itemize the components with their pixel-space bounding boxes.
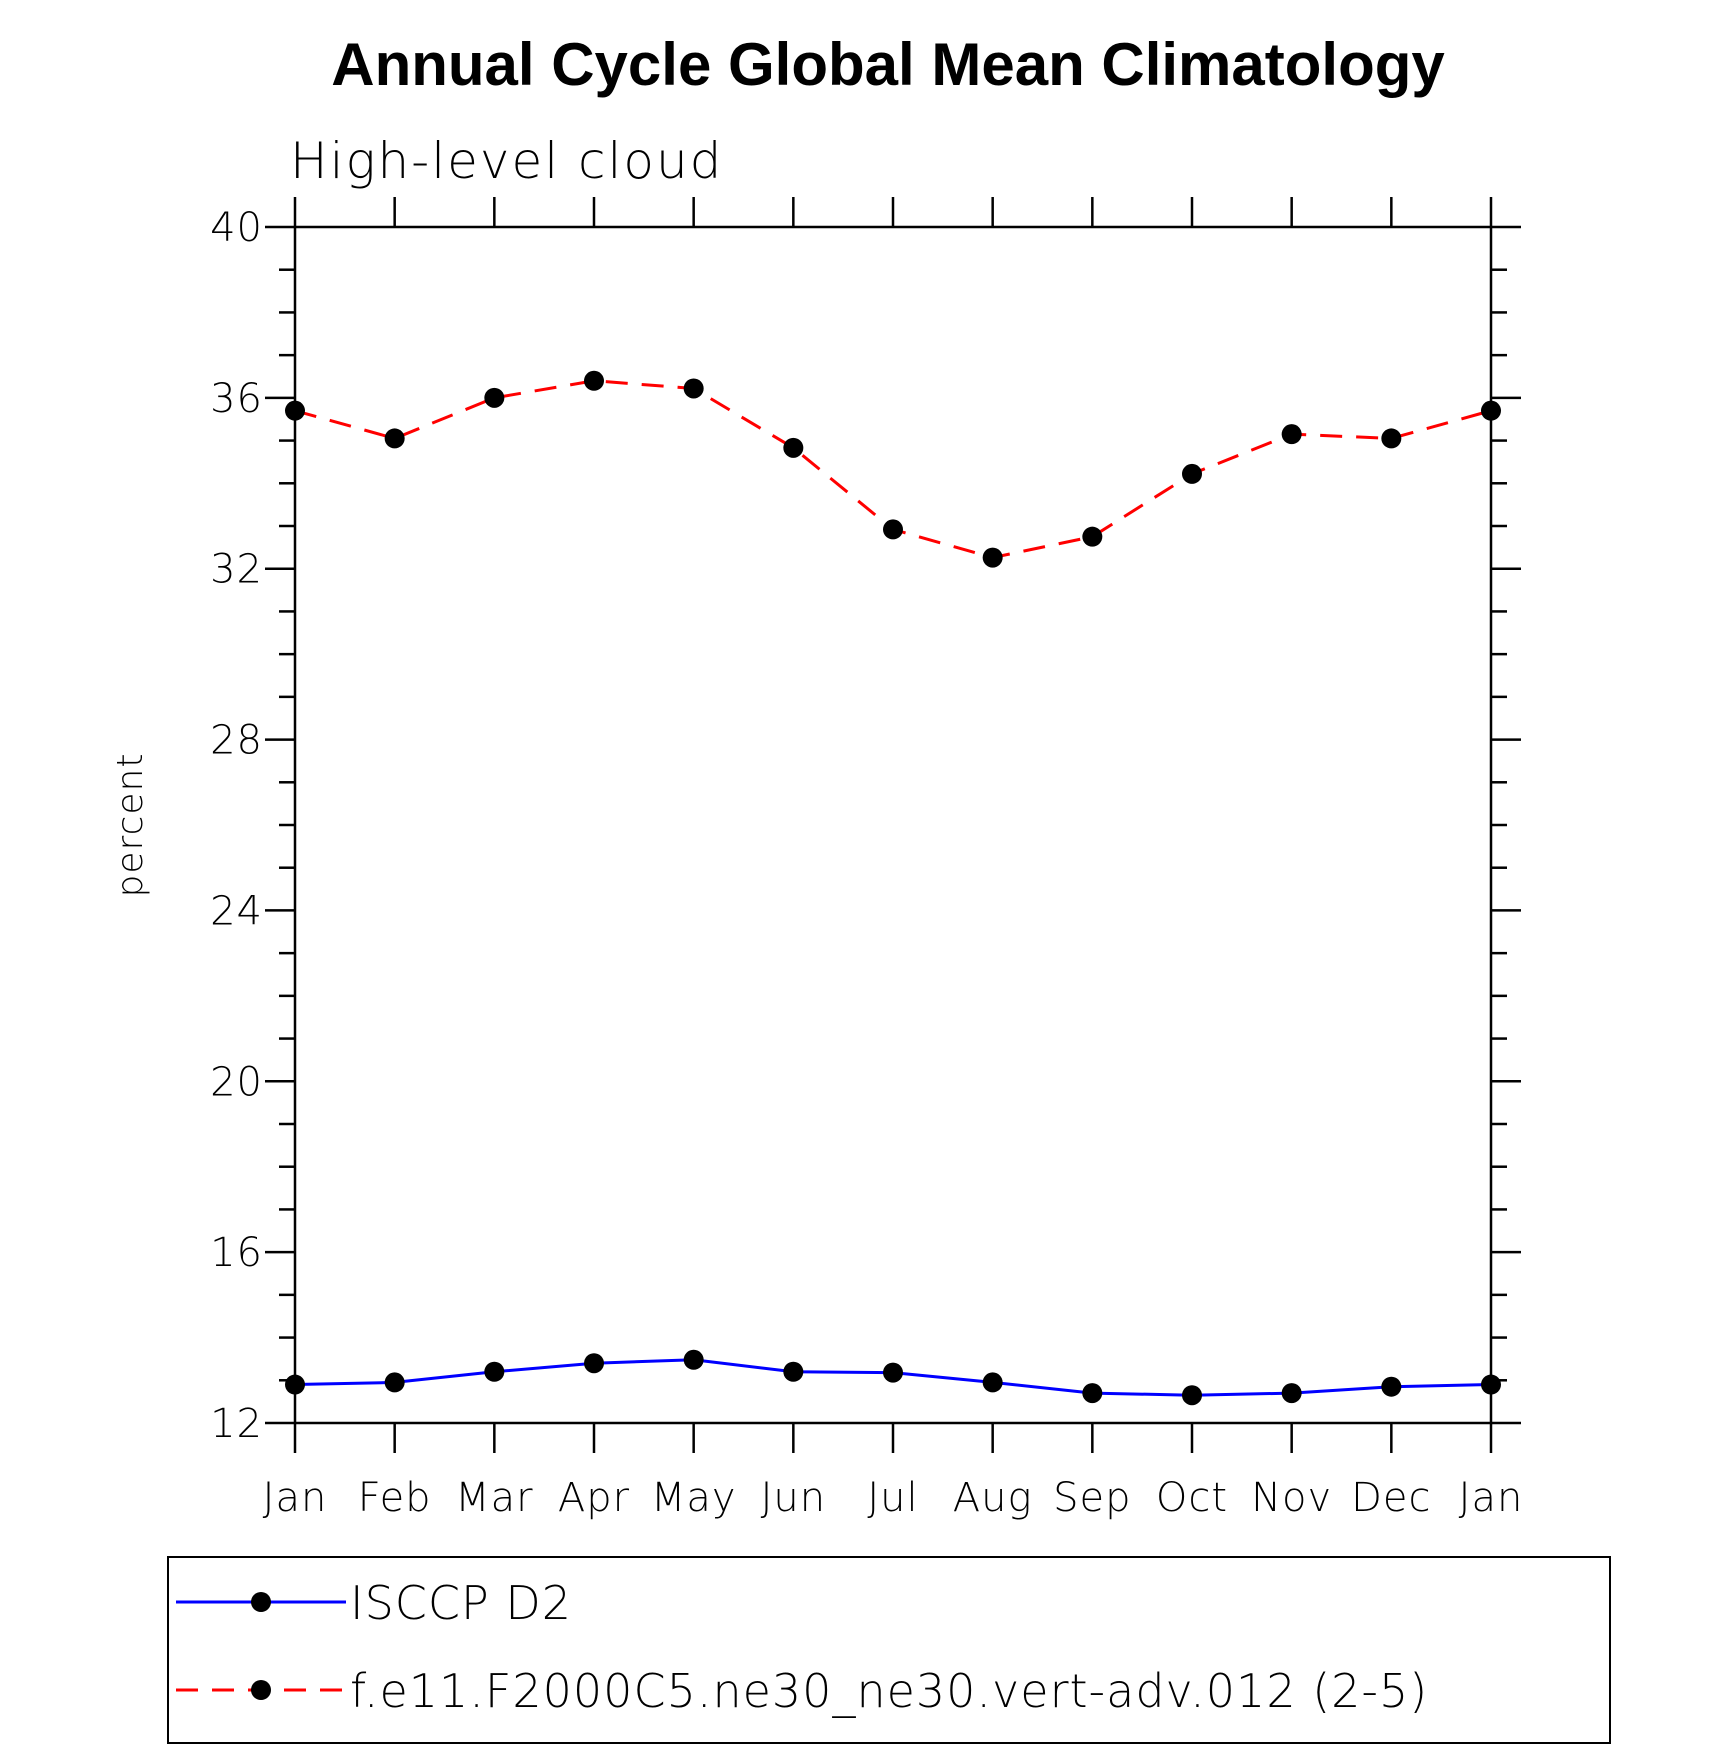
x-tick-label: Mar (455, 1475, 533, 1521)
y-tick-label: 16 (210, 1230, 263, 1276)
legend-marker-0 (251, 1592, 271, 1612)
data-point (584, 370, 604, 391)
data-point (1481, 400, 1501, 421)
data-point (1082, 526, 1103, 547)
data-point (1381, 1376, 1402, 1397)
data-point (1082, 1383, 1103, 1404)
legend-marker-1 (251, 1680, 271, 1700)
legend-label-1: f.e11.F2000C5.ne30_ne30.vert-adv.012 (2-… (350, 1664, 1428, 1718)
x-tick-label: Dec (1351, 1475, 1431, 1521)
x-tick-label: Jun (761, 1475, 827, 1521)
series-layer (285, 370, 1501, 1406)
x-tick-label: Sep (1053, 1475, 1131, 1521)
data-point (584, 1353, 604, 1374)
data-point (484, 387, 505, 408)
data-point (783, 437, 804, 458)
data-point (1182, 1385, 1202, 1406)
data-point (783, 1361, 804, 1382)
data-point (1281, 1383, 1302, 1404)
legend-box (167, 1556, 1611, 1744)
data-point (883, 1362, 903, 1383)
legend-label-0: ISCCP D2 (350, 1576, 572, 1630)
data-point (982, 547, 1003, 568)
x-tick-label: Nov (1251, 1475, 1332, 1521)
x-tick-label: Jan (1459, 1475, 1524, 1521)
data-point (683, 1349, 704, 1370)
y-tick-label: 40 (210, 205, 263, 251)
y-axis-label: percent (110, 753, 151, 898)
data-point (1381, 428, 1402, 449)
x-tick-label: Apr (558, 1475, 630, 1521)
x-tick-label: Aug (953, 1475, 1033, 1521)
data-point (1281, 424, 1302, 445)
y-tick-label: 36 (210, 376, 263, 422)
data-point (982, 1372, 1003, 1393)
x-tick-label: Oct (1156, 1475, 1228, 1521)
data-point (384, 428, 405, 449)
y-tick-label: 32 (210, 547, 263, 593)
legend: ISCCP D2 f.e11.F2000C5.ne30_ne30.vert-adv… (167, 1556, 1611, 1744)
x-tick-label: Jan (263, 1475, 328, 1521)
y-tick-label: 28 (210, 718, 263, 764)
data-point (883, 519, 903, 540)
chart-subtitle: High-level cloud (290, 132, 723, 190)
y-tick-label: 24 (210, 888, 263, 934)
data-point (484, 1361, 505, 1382)
data-point (1182, 463, 1202, 484)
data-point (285, 400, 305, 421)
data-point (285, 1374, 305, 1395)
y-tick-label: 20 (210, 1059, 263, 1105)
chart-title: Annual Cycle Global Mean Climatology (331, 31, 1445, 98)
x-tick-label: May (651, 1475, 737, 1521)
data-point (683, 378, 704, 399)
axes: Jan Feb Mar Apr May Jun Jul Aug Sep Oct Nov Dec Jan1… (210, 197, 1524, 1521)
data-point (384, 1372, 405, 1393)
x-tick-label: Jul (867, 1475, 918, 1521)
y-tick-label: 12 (210, 1401, 263, 1447)
x-tick-label: Feb (358, 1475, 432, 1521)
data-point (1481, 1374, 1501, 1395)
